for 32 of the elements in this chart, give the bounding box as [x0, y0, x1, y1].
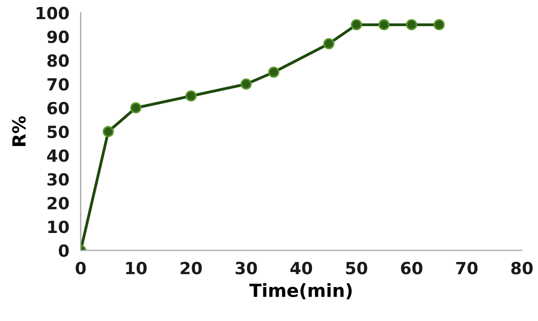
x-tick-label: 50 [346, 262, 368, 274]
point [350, 19, 362, 30]
point [268, 66, 280, 78]
y-tick-label: 60 [47, 102, 69, 114]
y-tick-label: 50 [48, 126, 69, 138]
x-tick-label: 40 [290, 262, 312, 274]
y-tick-label: 20 [48, 196, 69, 210]
y-tick-label: 0 [58, 244, 69, 257]
y-tick-label: 40 [47, 149, 69, 162]
y-tick-label: 90 [47, 30, 69, 44]
x-tick-label: 60 [401, 262, 422, 274]
y-tick-label: 100 [36, 6, 69, 20]
x-tick-label: 80 [511, 262, 533, 274]
point [102, 126, 114, 138]
y-tick-label: 30 [48, 173, 69, 186]
point [406, 19, 418, 30]
y-tick-label: 10 [48, 220, 69, 234]
point [323, 38, 334, 50]
x-axis-title: Time(min) [249, 283, 352, 300]
point [130, 102, 142, 114]
point [378, 19, 390, 30]
x-tick-label: 0 [76, 262, 86, 274]
x-tick-label: 20 [180, 262, 202, 274]
point [185, 90, 197, 102]
x-tick-label: 30 [236, 262, 257, 274]
y-axis-title: R% [12, 116, 26, 146]
y-tick-label: 80 [47, 54, 69, 67]
y-tick-label: 70 [48, 78, 69, 91]
point [434, 19, 445, 30]
x-tick-label: 70 [456, 262, 478, 274]
point [240, 78, 252, 90]
x-tick-label: 10 [126, 262, 147, 274]
